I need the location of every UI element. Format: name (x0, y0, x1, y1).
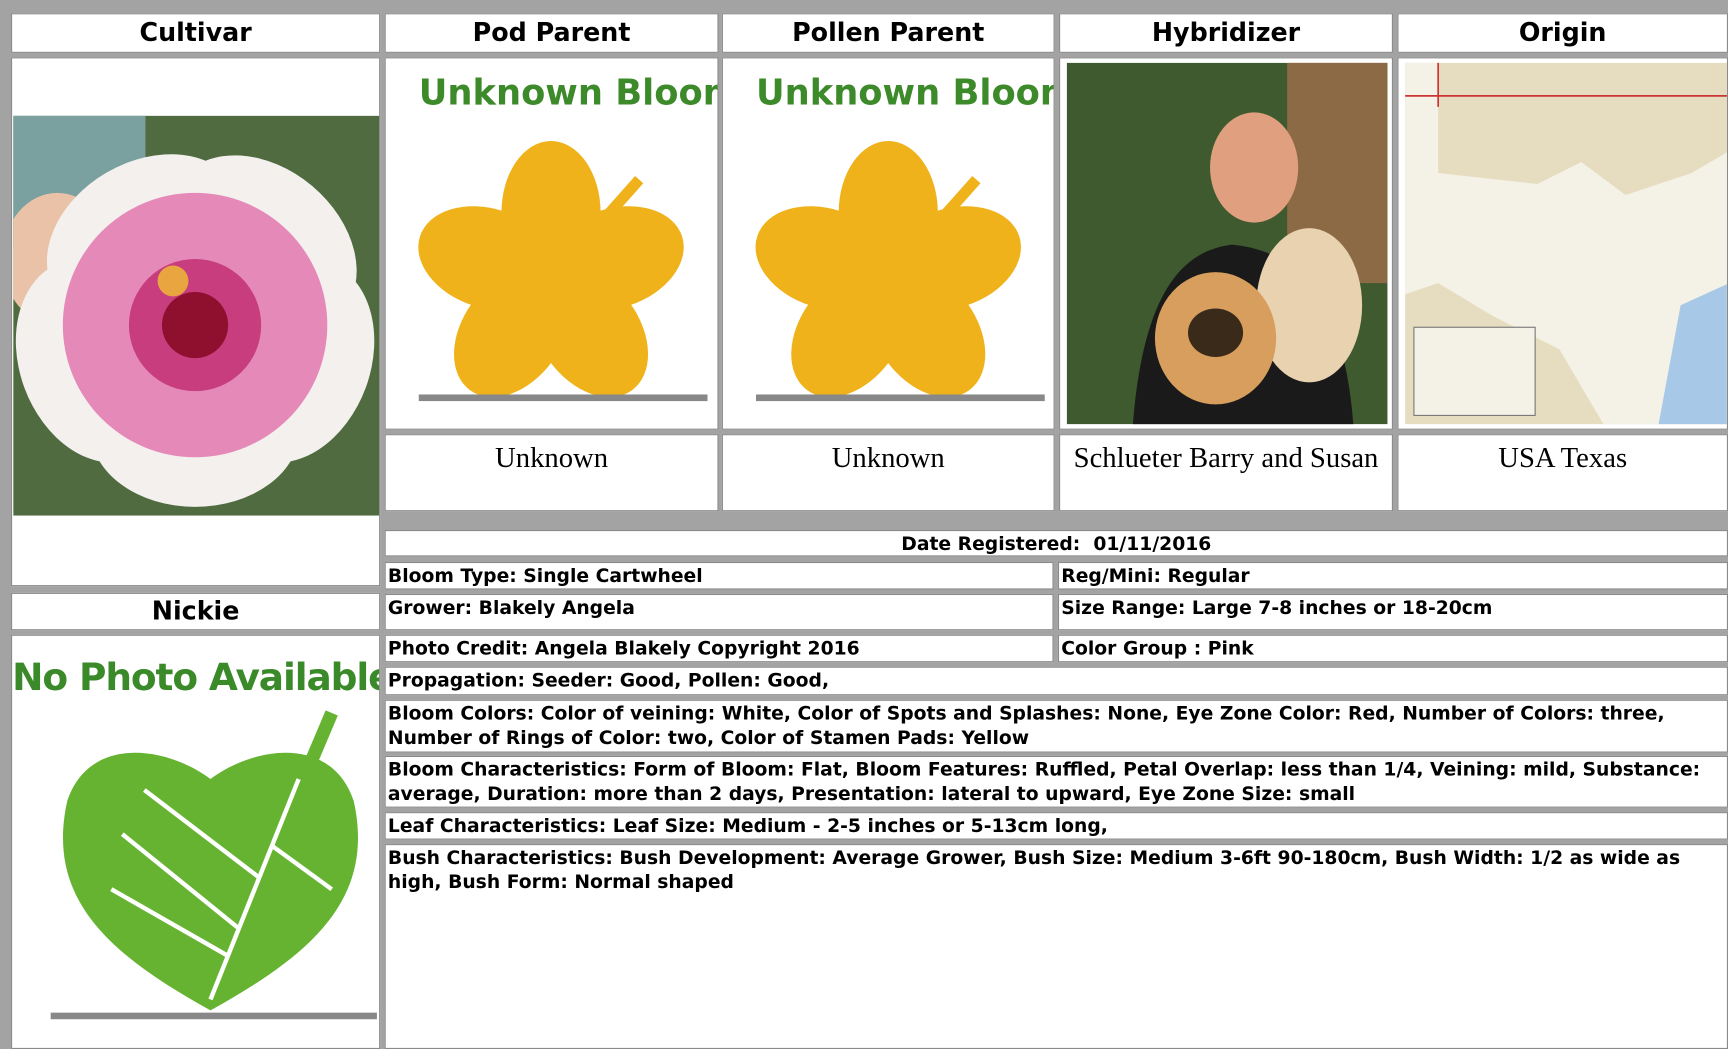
detail-cell: Bush Characteristics: Bush Development: … (384, 844, 1728, 1049)
hybridizer-photo (1066, 62, 1388, 425)
detail-cell: Leaf Characteristics: Leaf Size: Medium … (384, 812, 1728, 840)
detail-cell: Bloom Type: Single Cartwheel (384, 561, 1054, 590)
detail-cell: Photo Credit: Angela Blakely Copyright 2… (384, 634, 1054, 663)
detail-cell: Bloom Colors: Color of veining: White, C… (384, 699, 1728, 753)
hibiscus-icon (755, 141, 1045, 402)
header-cell: Hybridizer (1059, 13, 1393, 53)
header-cell: Cultivar (11, 13, 381, 53)
no-photo-cell: No Photo Available (11, 634, 381, 1049)
cultivar-photo (13, 115, 380, 516)
origin-map (1405, 62, 1727, 425)
detail-cell: Color Group : Pink (1057, 634, 1728, 663)
hibiscus-icon (418, 141, 708, 402)
no-photo-text: No Photo Available (12, 655, 381, 700)
date-label: Date Registered: (901, 533, 1081, 556)
pollen-parent-image: Unknown Bloom (721, 57, 1055, 430)
detail-cell: Propagation: Seeder: Good, Pollen: Good, (384, 666, 1728, 696)
header-cell: Pod Parent (384, 13, 719, 53)
cultivar-name: Nickie (11, 592, 381, 631)
date-value: 01/11/2016 (1093, 533, 1212, 556)
leaf-icon (50, 710, 377, 1020)
hybridizer-photo-cell (1059, 57, 1393, 430)
origin-map-cell (1397, 57, 1728, 430)
detail-cell: Grower: Blakely Angela (384, 593, 1054, 631)
detail-cell: Bloom Characteristics: Form of Bloom: Fl… (384, 755, 1728, 808)
unknown-bloom-text: Unknown Bloom (755, 71, 1055, 114)
pod-parent-name: Unknown (384, 434, 719, 512)
unknown-bloom-text: Unknown Bloom (418, 71, 719, 114)
date-registered: Date Registered: 01/11/2016 (384, 530, 1728, 557)
header-cell: Origin (1397, 13, 1728, 53)
pod-parent-image: Unknown Bloom (384, 57, 719, 430)
origin-name: USA Texas (1397, 434, 1728, 512)
header-cell: Pollen Parent (721, 13, 1055, 53)
hybridizer-name: Schlueter Barry and Susan (1059, 434, 1393, 512)
pollen-parent-name: Unknown (721, 434, 1055, 512)
detail-cell: Reg/Mini: Regular (1057, 561, 1728, 590)
cultivar-photo-cell (11, 57, 381, 587)
detail-cell: Size Range: Large 7-8 inches or 18-20cm (1057, 593, 1728, 631)
